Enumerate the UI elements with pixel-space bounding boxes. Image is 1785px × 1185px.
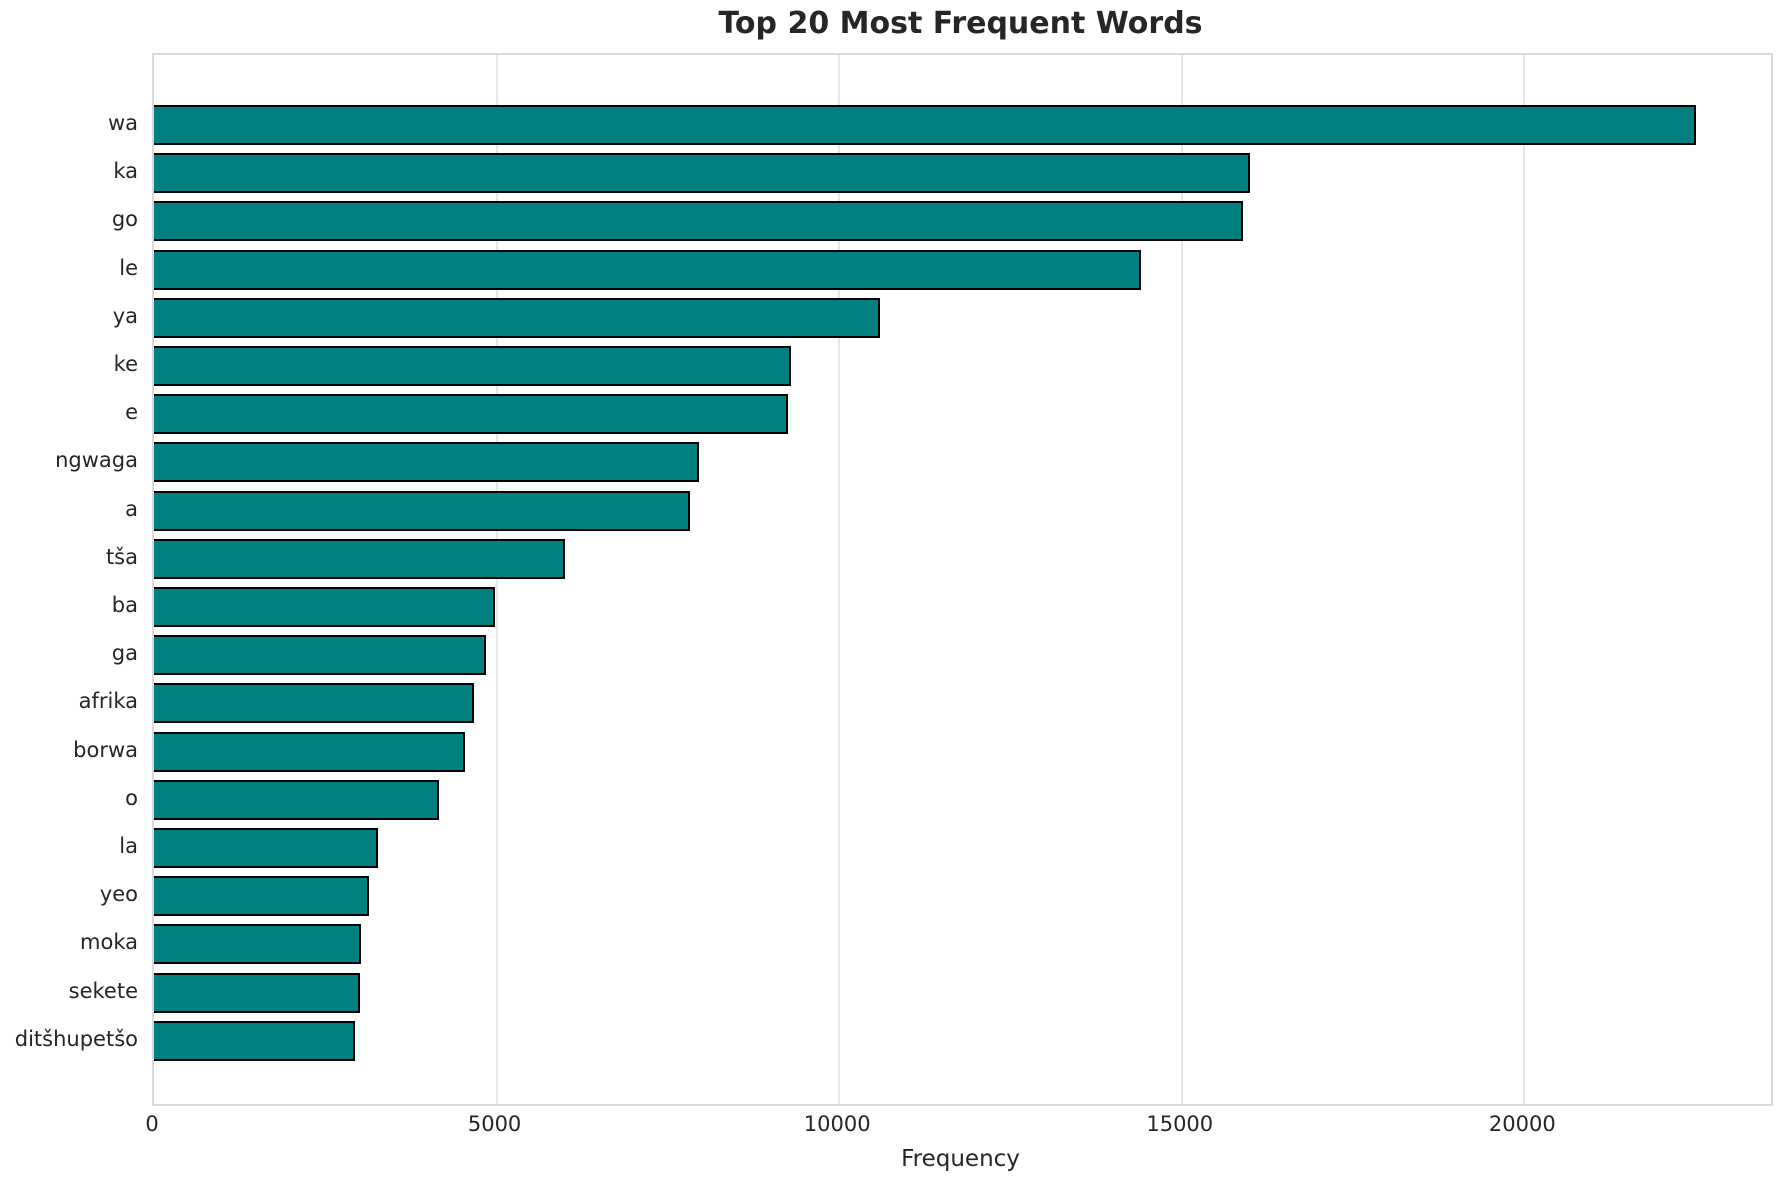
y-tick-label-wa: wa <box>107 111 138 135</box>
bar-moka <box>154 924 361 965</box>
y-tick-label-borwa: borwa <box>73 737 138 762</box>
x-tick-label-0: 0 <box>145 1112 159 1136</box>
gridline-x-20000 <box>1523 55 1526 1104</box>
y-tick-label-ke: ke <box>113 352 138 376</box>
x-tick-label-10000: 10000 <box>803 1112 871 1136</box>
gridline-x-5000 <box>495 55 498 1104</box>
bar-borwa <box>154 731 466 772</box>
bar-le <box>154 249 1141 290</box>
bar-ba <box>154 587 496 627</box>
x-tick-label-20000: 20000 <box>1488 1112 1556 1136</box>
gridline-x-10000 <box>838 55 841 1104</box>
bar-e <box>154 394 789 435</box>
bar-ngwaga <box>154 442 700 483</box>
y-tick-label-la: la <box>119 834 138 858</box>
y-tick-label-ba: ba <box>111 593 138 617</box>
x-tick-label-15000: 15000 <box>1146 1112 1214 1136</box>
bar-ke <box>154 346 791 386</box>
gridline-x-15000 <box>1180 55 1183 1104</box>
bar-tša <box>154 538 566 579</box>
bar-wa <box>154 105 1696 145</box>
y-tick-label-ngwaga: ngwaga <box>55 448 138 473</box>
y-tick-label-afrika: afrika <box>78 689 138 714</box>
bar-yeo <box>154 876 370 917</box>
bar-ka <box>154 153 1251 194</box>
y-tick-label-ga: ga <box>111 641 138 666</box>
x-tick-label-5000: 5000 <box>467 1112 522 1136</box>
y-tick-label-sekete: sekete <box>68 978 138 1003</box>
chart-title: Top 20 Most Frequent Words <box>718 6 1203 41</box>
bar-ditšhupetšo <box>154 1020 356 1061</box>
y-tick-label-le: le <box>119 255 138 280</box>
y-tick-label-ka: ka <box>113 159 138 184</box>
bar-la <box>154 828 379 868</box>
y-tick-label-e: e <box>125 400 138 425</box>
y-tick-label-go: go <box>111 207 138 232</box>
y-tick-label-ditšhupetšo: ditšhupetšo <box>14 1026 138 1051</box>
bar-ga <box>154 635 487 676</box>
y-tick-label-o: o <box>125 785 138 810</box>
bar-ya <box>154 297 881 338</box>
x-axis-label: Frequency <box>901 1146 1020 1172</box>
bar-a <box>154 490 691 531</box>
bar-o <box>154 779 440 820</box>
y-tick-label-yeo: yeo <box>99 882 138 907</box>
bar-sekete <box>154 972 360 1013</box>
y-tick-label-a: a <box>125 496 138 521</box>
y-tick-label-moka: moka <box>80 930 138 955</box>
bar-afrika <box>154 683 474 724</box>
plot-area <box>152 53 1773 1106</box>
y-tick-label-tša: tša <box>105 544 138 569</box>
y-tick-label-ya: ya <box>112 303 138 328</box>
bar-go <box>154 201 1244 242</box>
